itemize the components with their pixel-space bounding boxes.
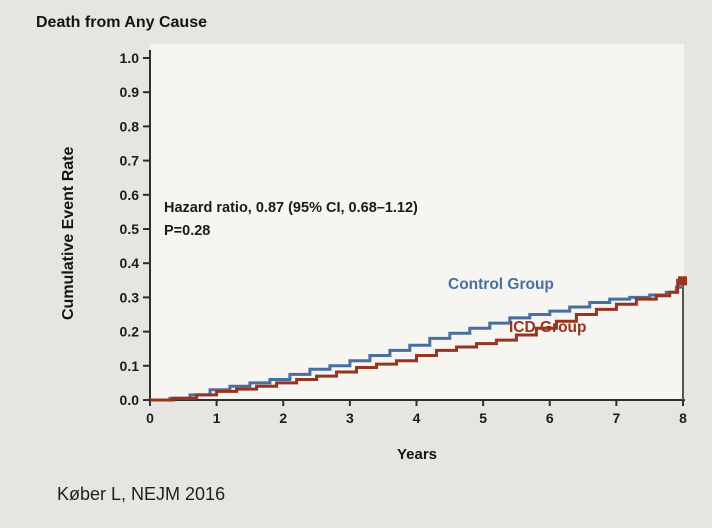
x-axis-title: Years <box>396 446 438 463</box>
series-curve-0 <box>150 285 683 402</box>
y-tick-label: 0.7 <box>120 153 140 169</box>
series-endpoint-1 <box>678 276 687 286</box>
y-tick-label: 0.5 <box>120 221 140 237</box>
x-tick-label: 7 <box>612 410 620 426</box>
x-tick-label: 3 <box>346 410 354 426</box>
hazard-ratio-annotation: Hazard ratio, 0.87 (95% CI, 0.68–1.12) P… <box>164 197 418 243</box>
x-tick-label: 4 <box>413 410 421 426</box>
x-tick-label: 5 <box>479 410 487 426</box>
y-tick-label: 0.0 <box>120 392 140 408</box>
icd-group-label: ICD Group <box>509 319 587 336</box>
y-tick-label: 0.6 <box>120 187 140 203</box>
y-tick-label: 0.4 <box>120 255 140 271</box>
x-tick-label: 6 <box>546 410 554 426</box>
y-tick-label: 0.3 <box>120 289 140 305</box>
x-tick-label: 2 <box>279 410 287 426</box>
y-tick-label: 0.1 <box>120 358 140 374</box>
x-tick-label: 8 <box>679 410 687 426</box>
citation-text: Køber L, NEJM 2016 <box>57 484 226 504</box>
y-tick-label: 0.8 <box>120 118 140 134</box>
chart-title: Death from Any Cause <box>36 14 207 31</box>
control-group-label: Control Group <box>448 276 554 293</box>
y-tick-label: 0.9 <box>120 84 140 100</box>
hazard-ratio-text: Hazard ratio, 0.87 (95% CI, 0.68–1.12) <box>164 200 418 216</box>
x-tick-label: 0 <box>146 410 154 426</box>
plot-area-background <box>150 44 684 400</box>
y-tick-label: 0.2 <box>120 324 140 340</box>
y-tick-label: 1.0 <box>120 50 140 66</box>
x-tick-label: 1 <box>213 410 221 426</box>
series-curve-1 <box>150 278 683 402</box>
p-value-text: P=0.28 <box>164 223 211 239</box>
